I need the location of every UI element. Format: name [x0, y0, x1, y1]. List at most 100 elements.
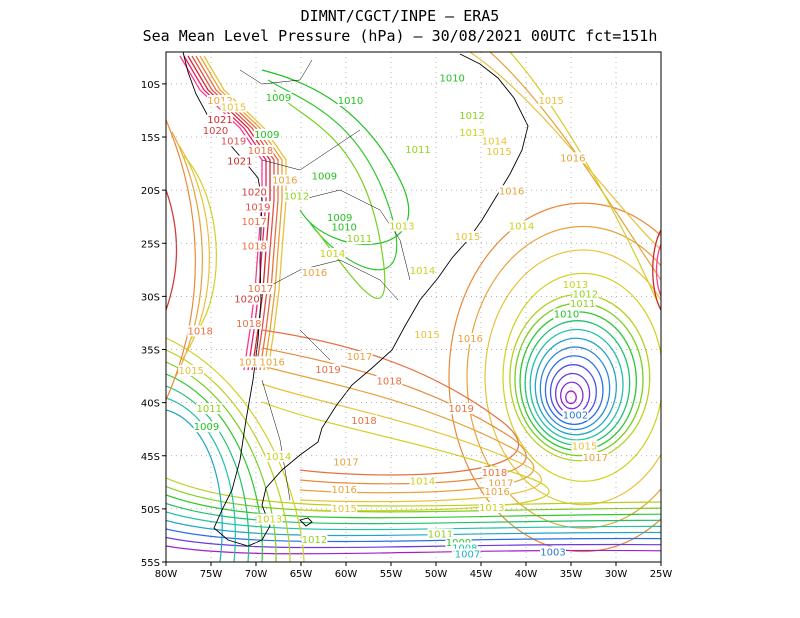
isobar — [166, 545, 661, 555]
contour-label-bg — [487, 477, 514, 489]
contour-label: 1019 — [245, 202, 270, 213]
low-pressure-isobar — [544, 355, 604, 426]
contour-label-bg — [207, 95, 233, 106]
contour-label: 1010 — [331, 222, 356, 233]
contour-label: 1016 — [272, 176, 297, 187]
isobar — [183, 155, 217, 341]
isobar — [655, 243, 661, 297]
isobar — [484, 249, 661, 506]
lat-tick-label: 25S — [141, 239, 160, 250]
contour-label: 1009 — [194, 422, 219, 433]
contour-label-bg — [196, 403, 223, 415]
map-title-line2: Sea Mean Level Pressure (hPa) – 30/08/20… — [142, 27, 658, 45]
contour-label-bg — [351, 414, 377, 426]
contour-label-bg — [439, 72, 466, 84]
lat-tick-label: 30S — [141, 292, 160, 303]
isobar — [267, 79, 398, 271]
contour-label: 1015 — [572, 441, 597, 452]
contour-label: 1010 — [554, 310, 579, 321]
lon-tick-label: 65W — [290, 569, 313, 580]
contour-label-bg — [226, 155, 253, 167]
contour-label: 1010 — [439, 74, 464, 85]
contour-label-bg — [247, 283, 274, 295]
contour-label: 1019 — [221, 136, 246, 147]
isobar — [166, 361, 277, 562]
contour-label: 1013 — [563, 280, 588, 291]
contour-label-bg — [333, 456, 359, 468]
contour-label: 1018 — [236, 319, 261, 330]
contour-label: 1007 — [455, 550, 480, 561]
map-frame — [165, 51, 662, 563]
isobar — [502, 272, 661, 482]
contour-label-bg — [241, 216, 268, 228]
contour-label-bg — [553, 308, 580, 320]
contour-label: 1009 — [254, 130, 279, 141]
contour-label-bg — [484, 486, 511, 497]
contour-label-bg — [427, 528, 454, 540]
contour-label: 1014 — [410, 266, 435, 277]
contour-label: 1013 — [459, 128, 484, 139]
contour-label: 1014 — [509, 221, 534, 232]
contour-label-bg — [207, 114, 233, 126]
contour-label: 1020 — [234, 295, 259, 306]
contour-label: 1012 — [573, 289, 598, 300]
isobar — [489, 52, 661, 281]
contour-label-bg — [405, 143, 431, 155]
contour-label: 1009 — [312, 171, 337, 182]
isobar — [448, 202, 661, 553]
map-title-line1: DIMNT/CGCT/INPE – ERA5 — [300, 7, 500, 25]
contour-label: 1011 — [570, 299, 595, 310]
contour-label-bg — [241, 186, 268, 198]
coastline-layer — [182, 52, 529, 547]
isobar — [166, 536, 661, 549]
contour-label: 1016 — [302, 268, 327, 279]
contour-label-bg — [481, 135, 508, 147]
contour-label: 1017 — [333, 457, 358, 468]
isobar — [166, 494, 661, 519]
contour-label: 1017 — [583, 453, 608, 464]
contour-label-bg — [540, 546, 566, 558]
lon-tick-label: 45W — [470, 569, 493, 580]
contour-label: 1018 — [351, 416, 376, 427]
contour-label-bg — [283, 190, 310, 202]
isobar — [166, 385, 250, 562]
contour-label-bg — [241, 240, 268, 252]
contour-label-bg — [346, 233, 373, 245]
contour-label-bg — [572, 288, 599, 300]
isobar — [261, 383, 542, 503]
lon-tick-label: 35W — [560, 569, 583, 580]
isobar — [261, 401, 550, 512]
axis-ticks: 80W 75W 70W 65W 60W 55W 50W 45W 40W 35W 30W 25W 10S 1… — [141, 80, 672, 580]
lat-tick-label: 35S — [141, 346, 160, 357]
contour-label: 1018 — [241, 242, 266, 253]
contour-label-bg — [238, 356, 265, 368]
contour-label: 1020 — [203, 126, 228, 137]
contour-label: 1002 — [563, 411, 588, 422]
contour-label-bg — [448, 403, 475, 415]
contour-label-bg — [337, 95, 364, 106]
contour-label-bg — [457, 333, 484, 344]
lat-tick-label: 50S — [141, 505, 160, 516]
contour-label: 1012 — [207, 96, 232, 107]
contour-label: 1016 — [560, 153, 585, 164]
contour-label: 1011 — [347, 234, 372, 245]
contour-label: 1016 — [484, 487, 509, 498]
contour-label-bg — [234, 293, 260, 305]
contour-label: 1015 — [414, 330, 439, 341]
lon-tick-label: 80W — [155, 569, 178, 580]
low-pressure-isobar — [539, 346, 611, 431]
contour-label-bg — [478, 501, 505, 513]
isobar — [261, 329, 520, 476]
contour-label-bg — [454, 548, 481, 560]
isobar — [166, 528, 661, 543]
contour-label-bg — [481, 466, 508, 478]
isobar — [166, 189, 178, 311]
contour-label: 1018 — [187, 327, 212, 338]
isobar — [261, 69, 410, 245]
contour-label-bg — [409, 265, 436, 276]
contour-label-bg — [319, 248, 346, 259]
contour-label-bg — [259, 356, 286, 368]
contour-label-bg — [220, 135, 247, 147]
contour-label: 1013 — [389, 221, 414, 232]
